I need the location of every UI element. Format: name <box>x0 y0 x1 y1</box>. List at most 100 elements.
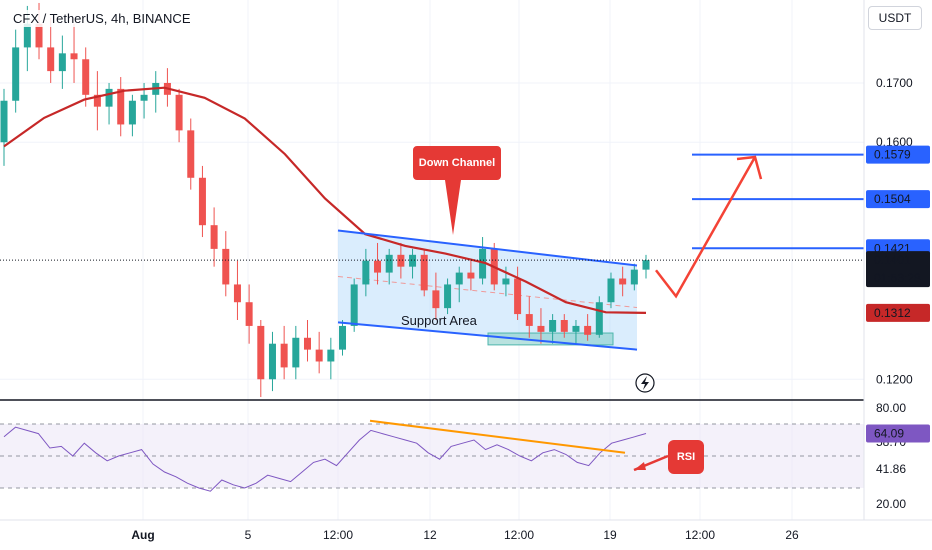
candle-body <box>12 47 20 101</box>
rsi-callout-label: RSI <box>677 451 695 463</box>
candle <box>47 17 55 83</box>
time-axis[interactable]: Aug 5 12:00 12 12:00 19 12:00 26 <box>0 519 932 542</box>
candle-body <box>619 278 627 285</box>
candle-body <box>455 272 463 285</box>
candle-body <box>385 254 393 273</box>
candle <box>455 266 463 303</box>
candle <box>198 165 206 238</box>
price-label: 0.1312 <box>874 306 911 320</box>
candle <box>292 325 300 380</box>
candle <box>514 266 522 320</box>
candle <box>82 47 90 107</box>
candle-body <box>537 325 545 332</box>
candle-body <box>560 320 568 332</box>
candle <box>432 272 440 320</box>
candle-body <box>397 254 405 267</box>
candle-body <box>339 325 347 350</box>
projection-arrow <box>655 156 757 299</box>
lightning-icon[interactable] <box>635 373 655 393</box>
time-tick-label: 19 <box>603 528 617 542</box>
candle <box>420 248 428 297</box>
down-channel-lower-line <box>337 321 638 351</box>
candle <box>303 320 311 362</box>
rsi-tick-label: 41.86 <box>876 462 906 476</box>
candle <box>560 314 568 338</box>
price-label: 0.1579 <box>874 148 911 162</box>
candle-body <box>595 302 603 335</box>
candle-body <box>58 53 66 72</box>
candle <box>397 242 405 279</box>
candle <box>105 82 113 125</box>
candle-body <box>607 278 615 303</box>
rsi-tick-label: 80.00 <box>876 401 906 415</box>
countdown-label: 01:53:28 <box>874 271 921 285</box>
rsi-tick-label: 20.00 <box>876 497 906 511</box>
currency-button[interactable]: USDT <box>868 6 922 30</box>
time-tick-label: 12:00 <box>685 528 715 542</box>
time-tick-label: 5 <box>245 528 252 542</box>
time-tick-label: 26 <box>785 528 799 542</box>
price-label: 0.1504 <box>874 192 911 206</box>
candle-body <box>420 254 428 291</box>
candle-body <box>280 343 288 368</box>
candle-body <box>642 260 650 270</box>
candle-body <box>374 260 382 273</box>
price-panel[interactable]: Down Channel Support Area <box>0 2 864 398</box>
candle-body <box>303 337 311 350</box>
support-area-box <box>487 332 614 346</box>
down-channel-callout: Down Channel <box>413 146 501 235</box>
candle-body <box>479 248 487 279</box>
candle <box>117 77 125 137</box>
candle <box>584 314 592 341</box>
candle-body <box>584 325 592 335</box>
candle-body <box>257 325 265 380</box>
candle-body <box>233 284 241 303</box>
candle <box>572 320 580 344</box>
price-label-box <box>866 251 930 288</box>
rsi-trendline <box>369 419 626 454</box>
candle-body <box>327 349 335 362</box>
candle-body <box>432 290 440 309</box>
candle-body <box>0 100 8 143</box>
candle-body <box>175 94 183 131</box>
candle <box>210 207 218 267</box>
time-tick-label: Aug <box>131 528 154 542</box>
candle <box>12 29 20 113</box>
rsi-panel[interactable]: RSI <box>0 419 864 492</box>
candle-body <box>245 302 253 326</box>
candle <box>58 35 66 89</box>
candle <box>595 296 603 338</box>
candle-body <box>210 225 218 249</box>
candle <box>374 242 382 285</box>
candle <box>549 314 557 344</box>
rsi-value-label: 64.09 <box>874 426 904 440</box>
candle <box>525 296 533 338</box>
candle-body <box>444 284 452 309</box>
candle-body <box>514 278 522 315</box>
candle-body <box>630 269 638 285</box>
candle <box>630 263 638 291</box>
down-channel-label: Down Channel <box>419 157 495 169</box>
candle <box>315 331 323 374</box>
candle <box>152 71 160 113</box>
time-tick-label: 12:00 <box>323 528 353 542</box>
price-label-box <box>866 190 930 209</box>
candle <box>245 284 253 344</box>
rsi-line <box>3 426 647 492</box>
candle-body <box>315 349 323 362</box>
candle-body <box>105 88 113 107</box>
candle-body <box>362 260 370 285</box>
moving-average-line <box>3 86 647 314</box>
rsi-callout: RSI <box>633 440 704 474</box>
price-tick-label: 0.1200 <box>876 372 913 386</box>
candle <box>128 94 136 137</box>
candle <box>339 320 347 356</box>
candle-body <box>502 278 510 285</box>
symbol-title: CFX / TetherUS, 4h, BINANCE <box>10 10 194 27</box>
candle <box>268 331 276 392</box>
candle <box>257 320 265 398</box>
candle <box>467 260 475 291</box>
candle <box>619 266 627 297</box>
